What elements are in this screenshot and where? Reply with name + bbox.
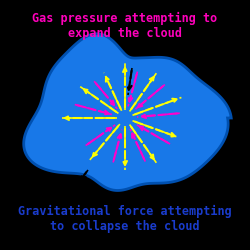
Text: Gas pressure attempting to
expand the cloud: Gas pressure attempting to expand the cl… — [32, 12, 218, 40]
Polygon shape — [24, 34, 231, 190]
Text: Gravitational force attempting
to collapse the cloud: Gravitational force attempting to collap… — [18, 205, 232, 233]
